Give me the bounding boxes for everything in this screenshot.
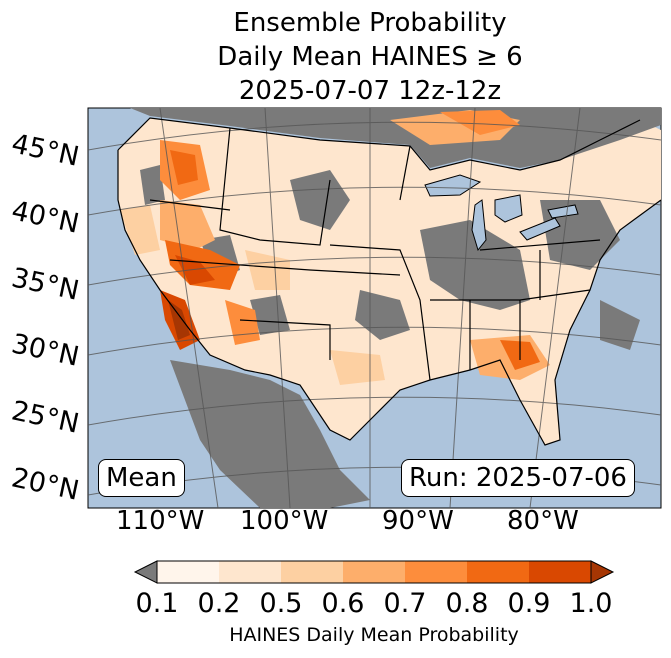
cbar-tick-5: 0.8	[445, 588, 489, 619]
lon-label-90: 90°W	[382, 506, 454, 536]
mexico-land	[170, 360, 370, 508]
cbar-tick-4: 0.7	[383, 588, 427, 619]
probability-patches	[120, 110, 550, 385]
cbar-tick-3: 0.6	[321, 588, 365, 619]
map-title-line2: Daily Mean HAINES ≥ 6	[217, 42, 523, 72]
state-borders	[117, 117, 661, 446]
canada-land	[130, 108, 661, 168]
run-date-box: Run: 2025-07-06	[401, 459, 635, 497]
no-data-patches	[140, 165, 640, 470]
cbar-tick-2: 0.5	[259, 588, 303, 619]
lon-label-110: 110°W	[116, 506, 205, 536]
lon-label-100: 100°W	[240, 506, 329, 536]
cbar-tick-0: 0.1	[135, 588, 179, 619]
map-title-line3: 2025-07-07 12z-12z	[238, 76, 502, 106]
map-land	[88, 108, 661, 508]
cbar-tick-6: 0.9	[507, 588, 551, 619]
mean-label-box: Mean	[98, 459, 185, 497]
colorbar-label: HAINES Daily Mean Probability	[229, 624, 519, 646]
great-lakes	[424, 174, 579, 252]
lon-label-80: 80°W	[507, 506, 579, 536]
cbar-tick-1: 0.2	[197, 588, 241, 619]
cbar-tick-7: 1.0	[569, 588, 613, 619]
map-title-line1: Ensemble Probability	[233, 8, 507, 38]
